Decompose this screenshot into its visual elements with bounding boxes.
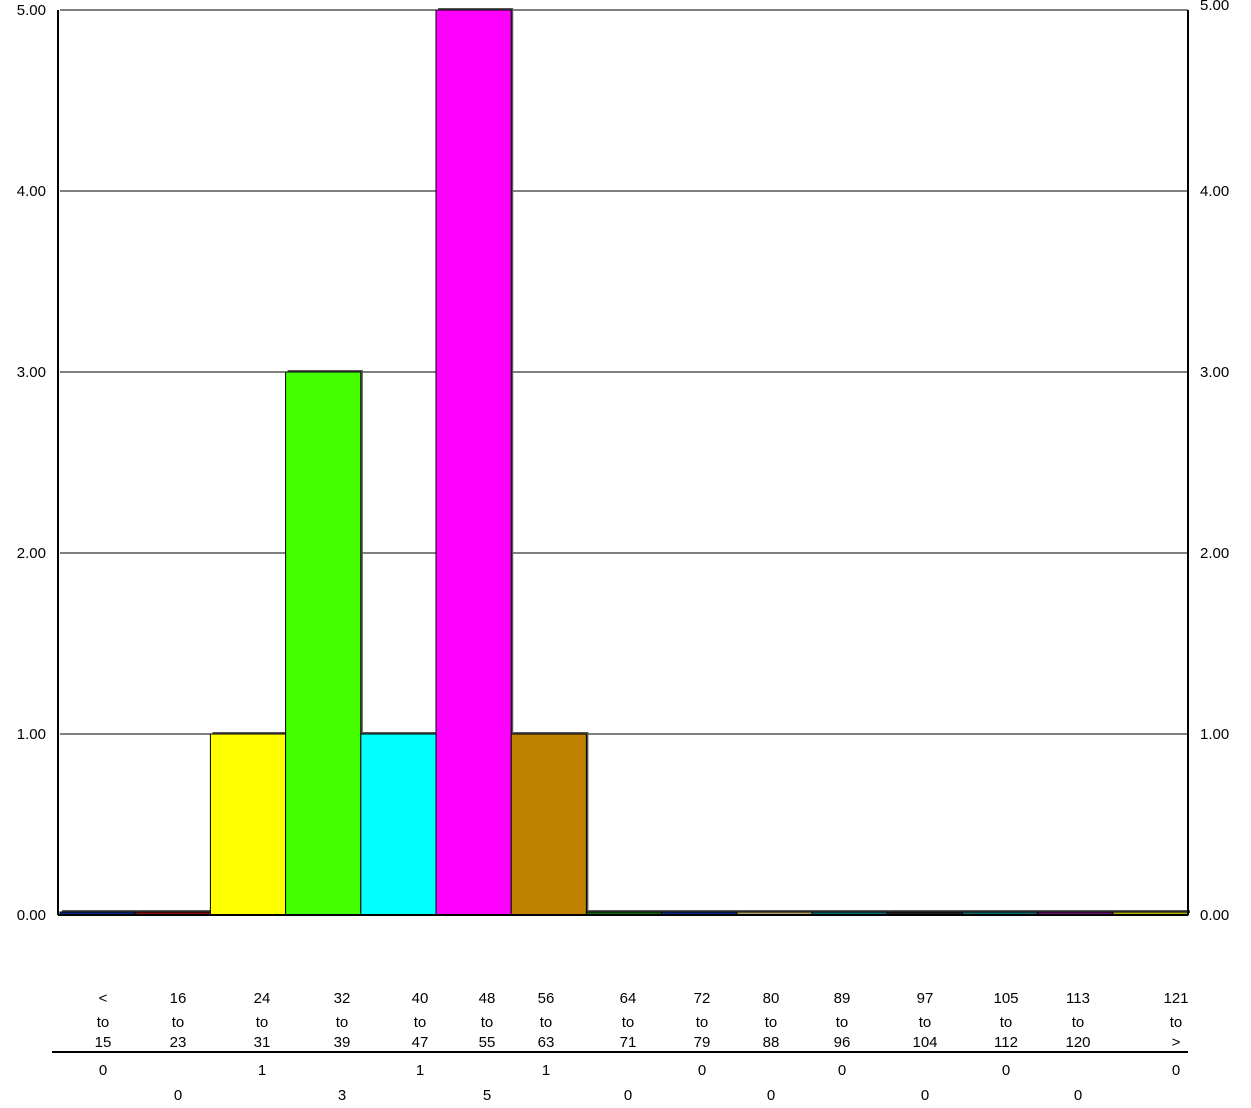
category-label-top: 32 [334, 990, 351, 1007]
category-count: 0 [698, 1062, 706, 1079]
category-label-top: 121 [1163, 990, 1188, 1007]
category-label-bottom: 63 [538, 1034, 555, 1051]
category-label-mid: to [540, 1014, 553, 1031]
category-label-bottom: 47 [412, 1034, 429, 1051]
bar [360, 733, 437, 916]
bar [209, 733, 287, 916]
category-label-bottom: 31 [254, 1034, 271, 1051]
y-tick-label-left: 0.00 [17, 907, 46, 924]
bar [510, 733, 587, 916]
y-tick-label-right: 4.00 [1200, 183, 1229, 200]
y-tick-label-left: 1.00 [17, 726, 46, 743]
category-label-bottom: 104 [912, 1034, 937, 1051]
category-count: 5 [483, 1087, 491, 1104]
category-count: 0 [1002, 1062, 1010, 1079]
y-tick-label-left: 3.00 [17, 364, 46, 381]
category-label-top: 72 [694, 990, 711, 1007]
category-label-mid: to [414, 1014, 427, 1031]
bars [59, 8, 1190, 916]
y-axis-left-labels: 0.00 1.00 2.00 3.00 4.00 5.00 [17, 2, 46, 924]
category-label-top: 48 [479, 990, 496, 1007]
y-tick-label-right: 3.00 [1200, 364, 1229, 381]
y-tick-label-left: 5.00 [17, 2, 46, 19]
y-tick-label-left: 4.00 [17, 183, 46, 200]
category-label-top: 105 [993, 990, 1018, 1007]
category-label-mid: to [1000, 1014, 1013, 1031]
category-label-mid: to [919, 1014, 932, 1031]
y-tick-label-left: 2.00 [17, 545, 46, 562]
category-label-top: 80 [763, 990, 780, 1007]
category-label-mid: to [836, 1014, 849, 1031]
category-count: 0 [838, 1062, 846, 1079]
category-count: 0 [921, 1087, 929, 1104]
category-label-top: 24 [254, 990, 271, 1007]
category-label-bottom: 71 [620, 1034, 637, 1051]
category-label-bottom: 55 [479, 1034, 496, 1051]
y-tick-label-right: 1.00 [1200, 726, 1229, 743]
category-label-bottom: 39 [334, 1034, 351, 1051]
category-label-top: 16 [170, 990, 187, 1007]
category-label-bottom: 23 [170, 1034, 187, 1051]
category-count: 3 [338, 1087, 346, 1104]
x-axis-category-labels: < to 15 16 to 23 24 to 31 32 to 39 40 to 47 48 to 55 56 to 6… [95, 990, 1189, 1051]
y-tick-label-right: 5.00 [1200, 0, 1229, 14]
category-count: 0 [99, 1062, 107, 1079]
category-label-mid: to [172, 1014, 185, 1031]
category-label-mid: to [1072, 1014, 1085, 1031]
category-label-mid: to [765, 1014, 778, 1031]
category-label-bottom: 15 [95, 1034, 112, 1051]
category-count: 0 [624, 1087, 632, 1104]
category-count: 0 [1074, 1087, 1082, 1104]
category-label-bottom: 120 [1065, 1034, 1090, 1051]
category-count: 0 [767, 1087, 775, 1104]
category-count: 0 [174, 1087, 182, 1104]
category-label-top: 64 [620, 990, 637, 1007]
bar [285, 371, 362, 916]
category-label-mid: to [696, 1014, 709, 1031]
category-label-mid: to [1170, 1014, 1183, 1031]
bar [435, 9, 512, 916]
y-tick-label-right: 2.00 [1200, 545, 1229, 562]
category-label-bottom: 96 [834, 1034, 851, 1051]
y-axis-right-labels: 0.00 1.00 2.00 3.00 4.00 5.00 [1200, 0, 1229, 924]
category-label-top: 56 [538, 990, 555, 1007]
category-label-mid: to [336, 1014, 349, 1031]
axes [57, 10, 1189, 916]
category-count: 0 [1172, 1062, 1180, 1079]
category-label-top: 89 [834, 990, 851, 1007]
category-label-top: 40 [412, 990, 429, 1007]
category-counts: 0 0 1 3 1 5 1 0 0 0 0 0 0 0 0 [99, 1062, 1180, 1104]
category-label-mid: to [481, 1014, 494, 1031]
category-label-mid: to [622, 1014, 635, 1031]
category-label-mid: to [97, 1014, 110, 1031]
category-count: 1 [416, 1062, 424, 1079]
y-tick-label-right: 0.00 [1200, 907, 1229, 924]
category-label-top: 97 [917, 990, 934, 1007]
category-label-bottom: 79 [694, 1034, 711, 1051]
category-count: 1 [542, 1062, 550, 1079]
category-label-bottom: > [1172, 1034, 1181, 1051]
category-label-top: 113 [1066, 990, 1090, 1007]
category-label-bottom: 112 [994, 1034, 1018, 1051]
category-label-bottom: 88 [763, 1034, 780, 1051]
category-count: 1 [258, 1062, 266, 1079]
category-label-mid: to [256, 1014, 269, 1031]
category-label-top: < [99, 990, 108, 1007]
